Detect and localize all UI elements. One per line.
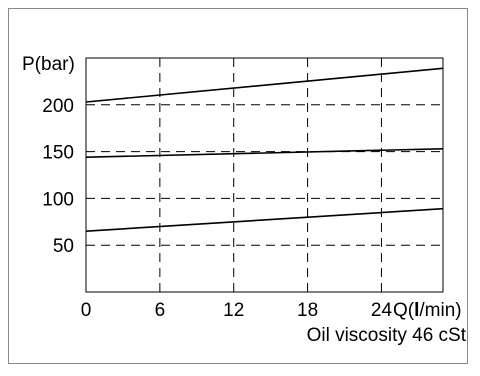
x-tick-label: 0	[81, 300, 92, 321]
x-tick-label: 18	[297, 300, 318, 321]
y-tick-label: 200	[42, 96, 74, 117]
series-line	[85, 67, 444, 103]
x-tick-label: 24	[371, 300, 393, 321]
tick-labels: 0 6 12 18 24 50 100 150 200	[42, 96, 392, 321]
viscosity-note: Oil viscosity 46 cSt	[307, 325, 467, 346]
series-line	[85, 147, 444, 159]
x-axis-label: Q(l/min)	[393, 300, 462, 321]
series-group	[85, 67, 444, 232]
chart-frame	[8, 8, 468, 364]
plot-area	[85, 57, 444, 293]
grid	[86, 58, 443, 292]
y-tick-label: 150	[42, 143, 74, 164]
x-tick-label: 6	[155, 300, 166, 321]
x-tick-label: 12	[223, 300, 244, 321]
y-axis-label: P(bar)	[22, 54, 75, 75]
series-line	[85, 207, 444, 232]
y-tick-label: 50	[53, 236, 74, 257]
y-tick-label: 100	[42, 189, 74, 210]
